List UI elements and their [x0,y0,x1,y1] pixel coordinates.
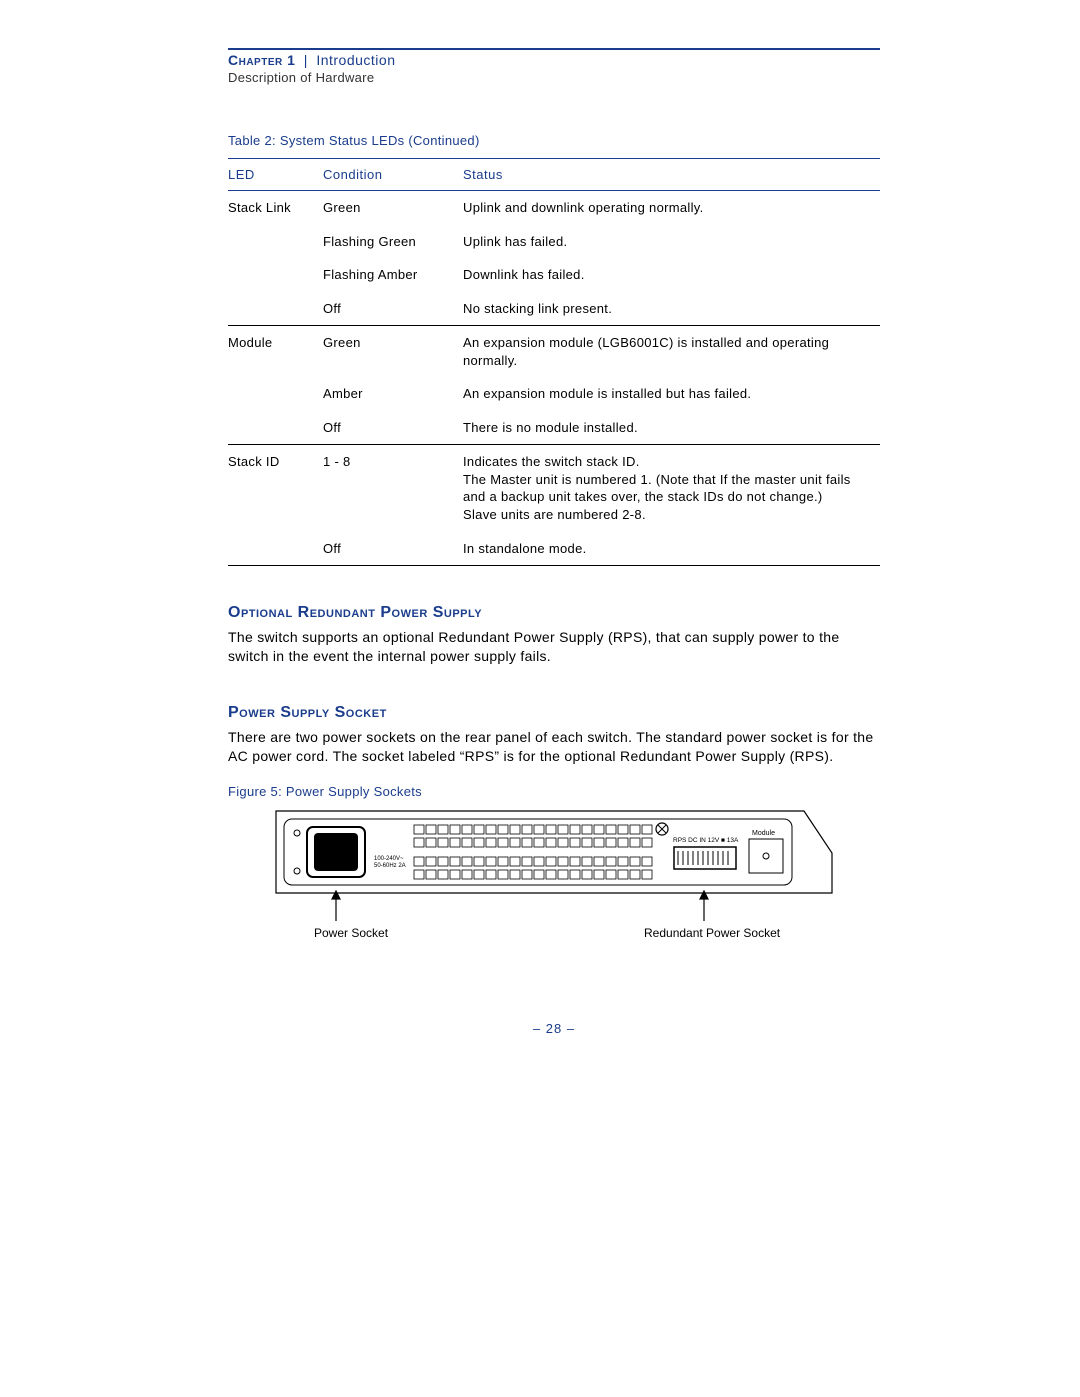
cell-condition: Off [323,532,463,566]
ac-rating-1: 100-240V~ [374,856,404,862]
table-row: Amber An expansion module is installed b… [228,377,880,411]
ac-socket [314,833,358,871]
table-row: Off No stacking link present. [228,292,880,326]
cell-status: In standalone mode. [463,532,880,566]
header-rule [228,48,880,50]
table-row: Flashing Amber Downlink has failed. [228,258,880,292]
table-row: Off There is no module installed. [228,411,880,445]
header-subtitle: Description of Hardware [228,70,880,85]
table-row: Stack ID 1 - 8 Indicates the switch stac… [228,445,880,532]
cell-led: Module [228,326,323,378]
section-heading-socket: Power Supply Socket [228,704,880,722]
cell-status: Uplink has failed. [463,225,880,259]
cell-status: An expansion module (LGB6001C) is instal… [463,326,880,378]
ac-rating-2: 50-60Hz 2A [374,863,406,869]
col-header-condition: Condition [323,159,463,191]
cell-condition: Off [323,411,463,445]
module-label: Module [752,830,775,837]
cell-led: Stack Link [228,191,323,225]
page-number: – 28 – [228,1021,880,1036]
cell-condition: Green [323,191,463,225]
table-row: Flashing Green Uplink has failed. [228,225,880,259]
col-header-status: Status [463,159,880,191]
led-status-table: LED Condition Status Stack Link Green Up… [228,158,880,566]
figure-power-supply-sockets: 100-240V~ 50-60Hz 2A RPS DC IN 12V ■ 13A… [228,809,880,979]
callout-label-rps: Redundant Power Socket [644,926,781,940]
cell-status: No stacking link present. [463,292,880,326]
table-row: Stack Link Green Uplink and downlink ope… [228,191,880,225]
table-body: Stack Link Green Uplink and downlink ope… [228,191,880,566]
cell-status: An expansion module is installed but has… [463,377,880,411]
cell-condition: Flashing Amber [323,258,463,292]
table-row: Module Green An expansion module (LGB600… [228,326,880,378]
document-page: Chapter 1 | Introduction Description of … [0,0,1080,1036]
cell-status: There is no module installed. [463,411,880,445]
header-line1: Chapter 1 | Introduction [228,52,880,68]
callout-power-socket [332,891,340,921]
table-row: Off In standalone mode. [228,532,880,566]
cell-condition: Off [323,292,463,326]
cell-status: Indicates the switch stack ID. The Maste… [463,445,880,532]
rps-label: RPS DC IN 12V ■ 13A [673,837,739,844]
figure-caption: Figure 5: Power Supply Sockets [228,784,880,799]
callout-label-power: Power Socket [314,926,389,940]
callout-rps-socket [700,891,708,921]
section-body-socket: There are two power sockets on the rear … [228,728,880,766]
chapter-title: Introduction [316,52,395,68]
chapter-label: Chapter 1 [228,52,295,68]
cell-condition: Green [323,326,463,378]
cell-condition: Flashing Green [323,225,463,259]
col-header-led: LED [228,159,323,191]
header-separator: | [304,52,308,68]
cell-status: Downlink has failed. [463,258,880,292]
table-caption: Table 2: System Status LEDs (Continued) [228,133,880,148]
section-heading-rps: Optional Redundant Power Supply [228,604,880,622]
table-header-row: LED Condition Status [228,159,880,191]
cell-condition: Amber [323,377,463,411]
rear-panel-diagram: 100-240V~ 50-60Hz 2A RPS DC IN 12V ■ 13A… [274,809,834,979]
section-body-rps: The switch supports an optional Redundan… [228,628,880,666]
cell-condition: 1 - 8 [323,445,463,532]
cell-led: Stack ID [228,445,323,532]
cell-status: Uplink and downlink operating normally. [463,191,880,225]
